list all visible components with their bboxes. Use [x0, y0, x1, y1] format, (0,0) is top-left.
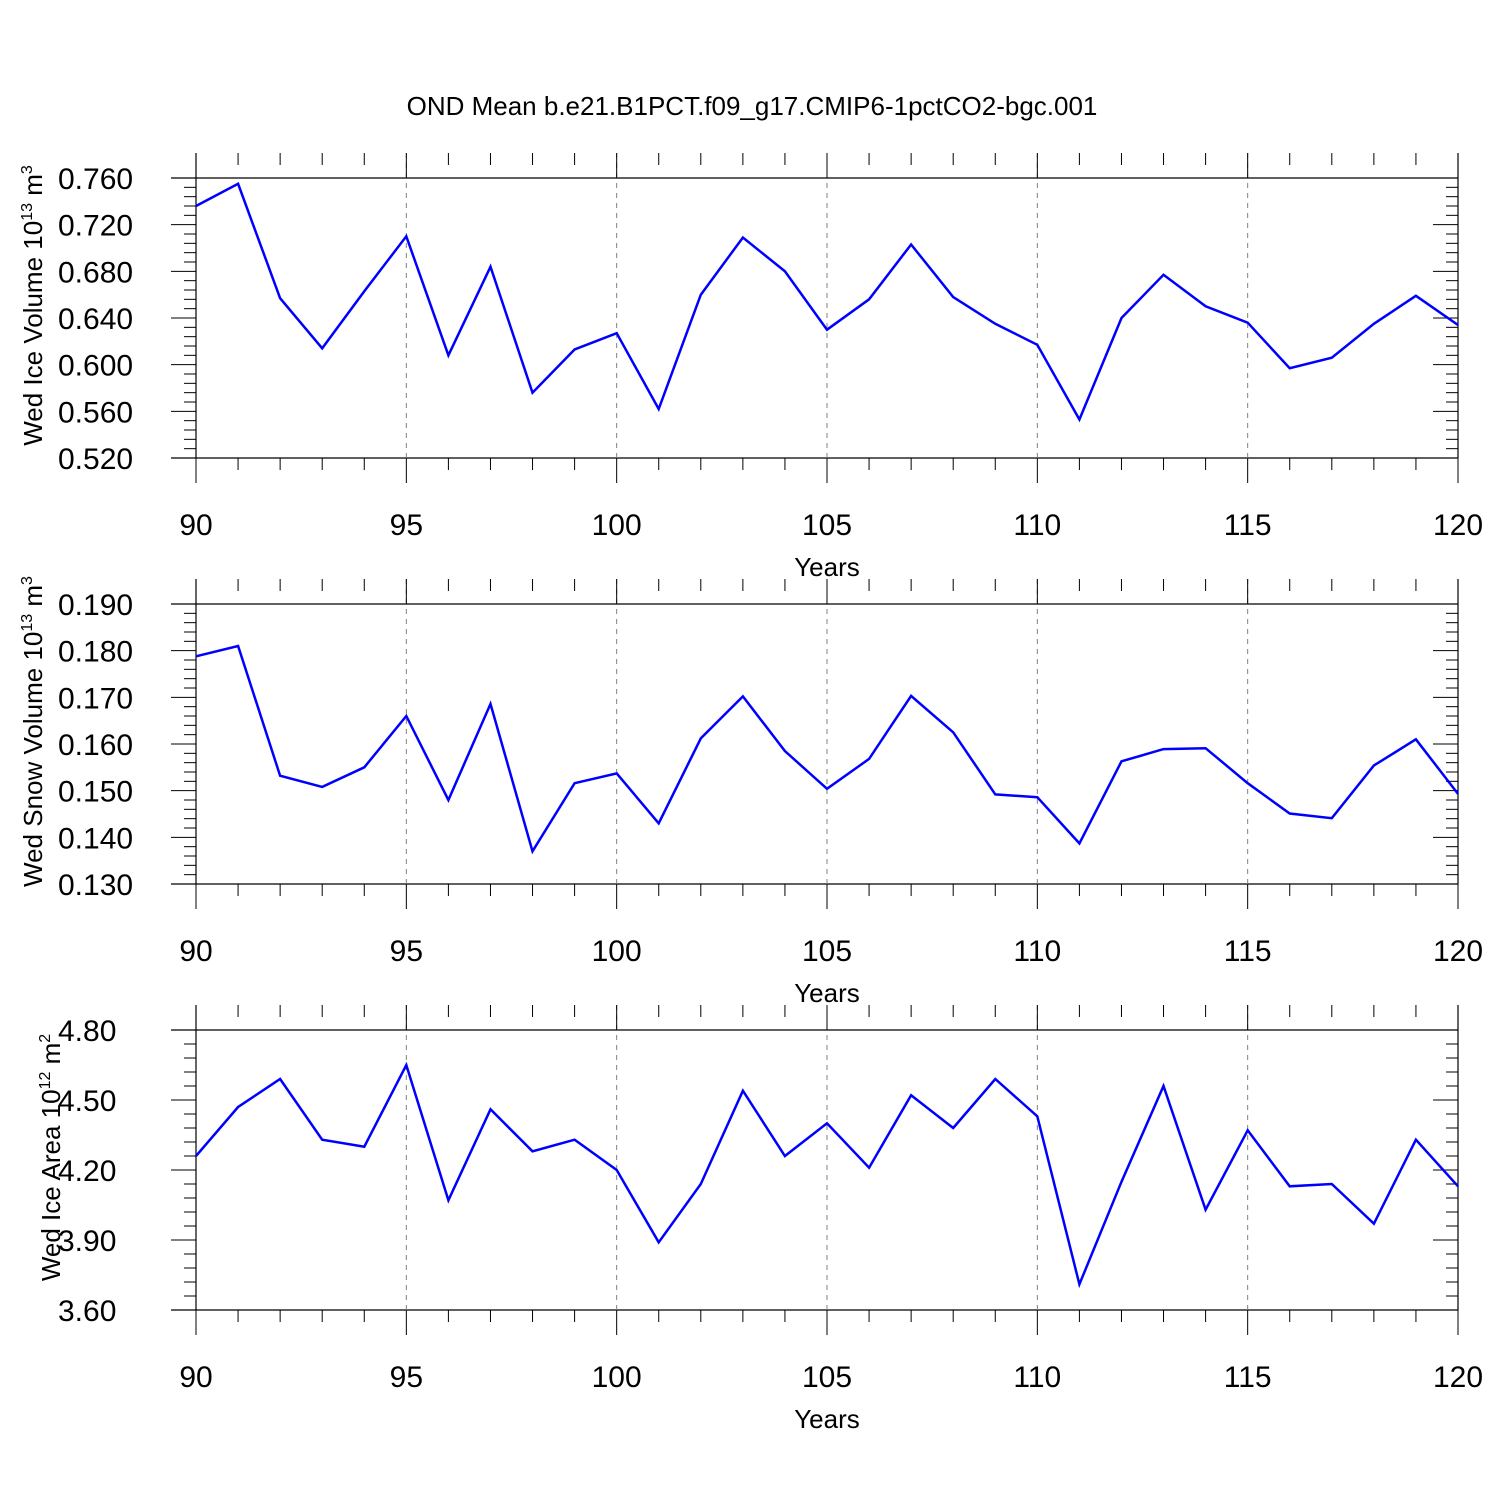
x-axis-title: Years — [794, 1404, 860, 1434]
x-tick-label: 105 — [802, 935, 852, 968]
x-tick-label: 110 — [1013, 1361, 1061, 1394]
y-tick-label: 4.50 — [58, 1085, 116, 1118]
chart-title: OND Mean b.e21.B1PCT.f09_g17.CMIP6-1pctC… — [407, 91, 1098, 121]
panel-3: 90 95 100 105 110 115 120 3.60 3.90 4.20 4.50 4.80 Y… — [36, 1005, 1483, 1434]
x-tick-label: 95 — [390, 1361, 423, 1394]
y-axis-title: Wed Ice Area 1012 m2 — [36, 1034, 66, 1281]
series-line — [195, 644, 1459, 855]
x-tick-label: 120 — [1433, 1361, 1483, 1394]
y-tick-label: 0.190 — [58, 589, 133, 622]
y-axis-title: Wed Snow Volume 1013 m3 — [18, 576, 48, 887]
y-tick-label: 0.150 — [58, 776, 133, 809]
x-tick-label: 120 — [1433, 935, 1483, 968]
x-axis-title: Years — [794, 552, 860, 582]
x-tick-label: 110 — [1013, 935, 1061, 968]
x-tick-label: 115 — [1224, 509, 1272, 542]
x-tick-label: 95 — [390, 509, 423, 542]
y-tick-label: 0.760 — [58, 163, 133, 196]
y-tick-label: 3.60 — [58, 1295, 116, 1328]
y-tick-label: 0.720 — [58, 210, 133, 243]
x-tick-label: 95 — [390, 935, 423, 968]
y-tick-label: 0.640 — [58, 303, 133, 336]
series-line — [195, 182, 1459, 423]
y-tick-label: 0.140 — [58, 822, 133, 855]
y-tick-label: 0.170 — [58, 682, 133, 715]
x-tick-label: 120 — [1433, 509, 1483, 542]
x-tick-label: 105 — [802, 1361, 852, 1394]
y-tick-label: 0.680 — [58, 256, 133, 289]
x-tick-label: 115 — [1224, 935, 1272, 968]
y-tick-label: 4.20 — [58, 1155, 116, 1188]
x-tick-label: 90 — [179, 935, 212, 968]
y-tick-label: 0.520 — [58, 443, 133, 476]
y-tick-label: 4.80 — [58, 1015, 116, 1048]
panel-2: 90 95 100 105 110 115 120 0.130 0.140 0.150 0.160 0… — [18, 576, 1483, 1008]
panel-1: 90 95 100 105 110 115 120 0.520 0.560 0.600 0.640 0… — [18, 153, 1483, 582]
x-axis-title: Years — [794, 978, 860, 1008]
y-tick-label: 0.560 — [58, 396, 133, 429]
x-tick-label: 115 — [1224, 1361, 1272, 1394]
y-tick-label: 0.130 — [58, 869, 133, 902]
panels: 90 95 100 105 110 115 120 0.520 0.560 0.600 0.640 0… — [18, 153, 1483, 1434]
x-tick-label: 110 — [1013, 509, 1061, 542]
x-tick-label: 100 — [592, 509, 642, 542]
series-line — [195, 1061, 1459, 1289]
x-tick-label: 90 — [179, 1361, 212, 1394]
x-tick-label: 90 — [179, 509, 212, 542]
x-tick-label: 105 — [802, 509, 852, 542]
x-tick-label: 100 — [592, 935, 642, 968]
y-axis-title: Wed Ice Volume 1013 m3 — [18, 165, 48, 446]
y-tick-label: 0.180 — [58, 636, 133, 669]
y-tick-label: 0.160 — [58, 729, 133, 762]
y-tick-label: 3.90 — [58, 1225, 116, 1258]
y-tick-label: 0.600 — [58, 350, 133, 383]
x-tick-label: 100 — [592, 1361, 642, 1394]
